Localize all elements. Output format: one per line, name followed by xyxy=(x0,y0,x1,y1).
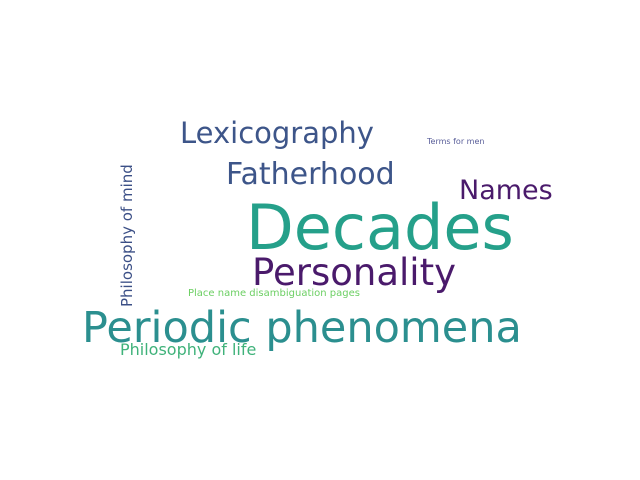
word-fatherhood: Fatherhood xyxy=(226,157,395,192)
word-philosophy-of-mind: Philosophy of mind xyxy=(118,164,136,307)
word-lexicography: Lexicography xyxy=(180,116,374,150)
word-names: Names xyxy=(459,175,553,206)
word-place-name-disambiguation: Place name disambiguation pages xyxy=(188,288,360,299)
word-personality: Personality xyxy=(252,251,456,294)
word-decades: Decades xyxy=(246,191,514,264)
word-philosophy-of-life: Philosophy of life xyxy=(120,340,257,359)
word-terms-for-men: Terms for men xyxy=(427,137,485,146)
word-periodic-phenomena: Periodic phenomena xyxy=(82,303,522,353)
